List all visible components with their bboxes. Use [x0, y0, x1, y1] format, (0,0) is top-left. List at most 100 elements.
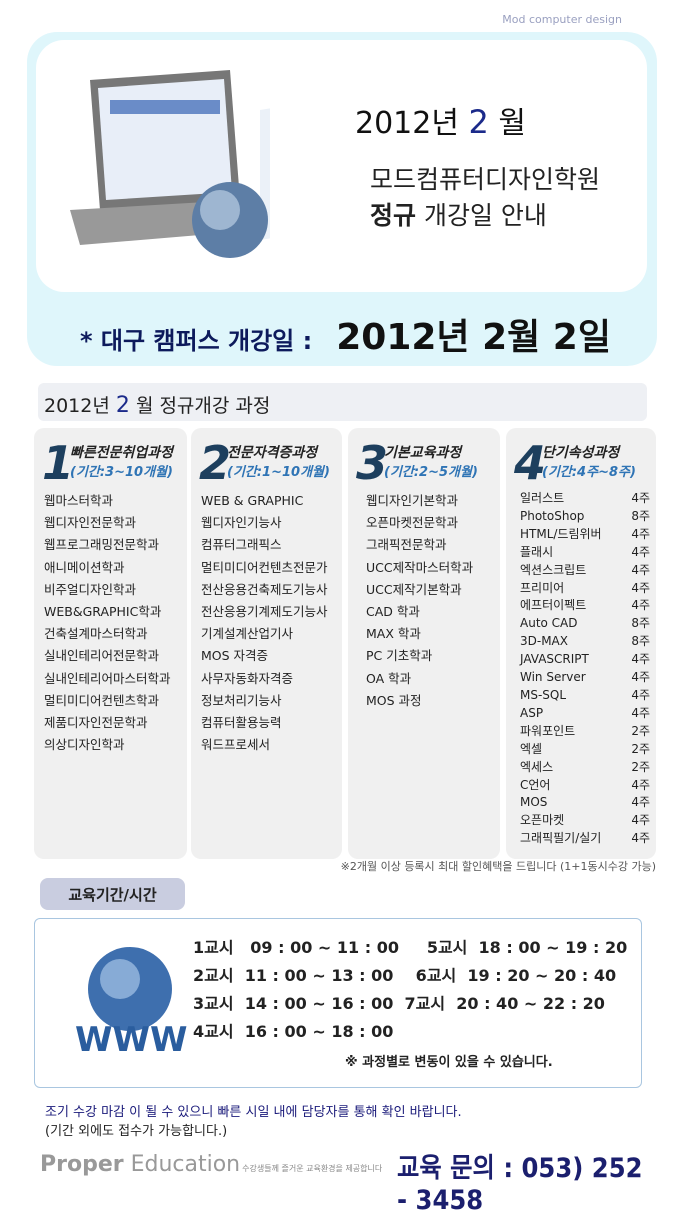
course-item: 프리미어 4주 [520, 580, 650, 598]
course-item: MAX 학과 [366, 626, 421, 642]
course-number: 1 [42, 436, 75, 490]
course-column-4: 4 단기속성과정 (기간:4주~8주) 일러스트 4주 PhotoShop 8주 HTM… [506, 428, 656, 859]
course-item: 3D-MAX 8주 [520, 633, 650, 651]
course-duration: 4주 [631, 670, 650, 685]
course-period: (기간:4주~8주) [542, 465, 636, 480]
course-item: 오픈마켓전문학과 [366, 515, 459, 531]
course-duration: 8주 [631, 616, 650, 631]
schedule-row: 3교시 14 : 00 ~ 16 : 00 7교시 20 : 40 ~ 22 :… [193, 994, 605, 1013]
credit-text: Mod computer design [502, 13, 622, 26]
course-number: 4 [514, 436, 547, 490]
brand-logo: Proper Education 수강생들께 즐거운 교육환경을 제공합니다 [40, 1152, 383, 1177]
course-name: 일러스트 [520, 491, 565, 505]
course-duration: 8주 [631, 634, 650, 649]
course-item: 웹디자인전문학과 [44, 515, 137, 531]
course-name: MOS [520, 795, 548, 810]
course-item: 의상디자인학과 [44, 737, 125, 753]
course-name: 파워포인트 [520, 723, 576, 738]
course-item: WEB & GRAPHIC [201, 493, 304, 508]
course-item: UCC제작마스터학과 [366, 559, 474, 575]
course-item: 컴퓨터활용능력 [201, 715, 282, 731]
course-item: 파워포인트 2주 [520, 723, 650, 741]
www-globe-icon: WWW [75, 947, 188, 1059]
course-column-1: 1 빠른전문취업과정 (기간:3~10개월) 웹마스터학과 웹디자인전문학과 웹프로… [34, 428, 187, 859]
course-name: 3D-MAX [520, 634, 568, 649]
course-duration: 2주 [631, 741, 650, 756]
course-number: 3 [356, 436, 389, 490]
course-title: 기본교육과정 [384, 445, 462, 461]
course-duration: 4주 [631, 598, 650, 613]
course-name: 그래픽필기/실기 [520, 831, 602, 846]
course-column-3: 3 기본교육과정 (기간:2~5개월) 웹디자인기본학과 오픈마켓전문학과 그래픽전… [348, 428, 500, 859]
course-duration: 4주 [631, 562, 650, 577]
course-item: 전산응용건축제도기능사 [201, 581, 328, 597]
schedule-note: ※ 과정별로 변동이 있을 수 있습니다. [345, 1055, 553, 1070]
schedule-row: 2교시 11 : 00 ~ 13 : 00 6교시 19 : 20 ~ 20 :… [193, 966, 617, 985]
course-duration: 4주 [631, 831, 650, 846]
course-item: 일러스트 4주 [520, 490, 650, 508]
course-item: PC 기초학과 [366, 648, 433, 664]
course-duration: 4주 [631, 526, 650, 541]
course-period: (기간:3~10개월) [70, 465, 173, 480]
course-item: C언어 4주 [520, 777, 650, 795]
course-name: 엑세스 [520, 759, 554, 774]
course-item: CAD 학과 [366, 604, 420, 620]
course-name: HTML/드림위버 [520, 526, 602, 541]
course-duration: 4주 [631, 813, 650, 828]
footer-notice-2: (기간 외에도 접수가 가능합니다.) [45, 1124, 228, 1139]
course-item: Auto CAD 8주 [520, 615, 650, 633]
course-item: 웹프로그래밍전문학과 [44, 537, 160, 553]
course-item: 기계설계산업기사 [201, 626, 294, 642]
course-title: 단기속성과정 [542, 445, 620, 461]
course-item: 웹디자인기본학과 [366, 493, 459, 508]
course-name: Win Server [520, 670, 586, 685]
course-name: C언어 [520, 777, 551, 792]
course-item: UCC제작기본학과 [366, 581, 462, 597]
course-name: ASP [520, 705, 544, 720]
course-item: 웹디자인기능사 [201, 515, 282, 531]
course-item: 에프터이펙트 4주 [520, 597, 650, 615]
course-name: PhotoShop [520, 508, 585, 523]
course-name: JAVASCRIPT [520, 652, 589, 667]
course-duration: 2주 [631, 723, 650, 738]
course-item: JAVASCRIPT 4주 [520, 651, 650, 669]
schedule-row: 4교시 16 : 00 ~ 18 : 00 [193, 1022, 394, 1041]
course-duration: 4주 [631, 652, 650, 667]
course-item: 컴퓨터그래픽스 [201, 537, 282, 553]
banner-date-title: 2012년 2 월 [355, 103, 527, 141]
course-number: 2 [199, 436, 232, 490]
course-title: 빠른전문취업과정 [70, 445, 174, 461]
course-name: Auto CAD [520, 616, 578, 631]
course-item: 건축설계마스터학과 [44, 626, 148, 642]
course-item: MOS 자격증 [201, 648, 269, 664]
course-name: 에프터이펙트 [520, 598, 587, 613]
course-name: 엑셀 [520, 741, 543, 756]
section-header: 2012년 2 월 정규개강 과정 [38, 383, 647, 421]
course-item: 엑세스 2주 [520, 759, 650, 777]
laptop-globe-illustration [70, 70, 270, 258]
svg-text:WWW: WWW [75, 1020, 188, 1059]
course-duration: 2주 [631, 759, 650, 774]
course-item: 사무자동화자격증 [201, 670, 294, 686]
course-name: 엑션스크립트 [520, 562, 587, 577]
discount-note: ※2개월 이상 등록시 최대 할인혜택을 드립니다 (1+1동시수강 가능) [340, 860, 656, 873]
course-name: 오픈마켓 [520, 813, 565, 828]
schedule-row: 1교시 09 : 00 ~ 11 : 00 5교시 18 : 00 ~ 19 :… [193, 938, 628, 957]
course-item: 전산응용기계제도기능사 [201, 604, 328, 620]
course-item: 그래픽필기/실기 4주 [520, 830, 650, 848]
course-item: ASP 4주 [520, 705, 650, 723]
course-duration: 4주 [631, 491, 650, 505]
campus-opening-date: * 대구 캠퍼스 개강일 :2012년 2월 2일 [80, 317, 611, 358]
course-item: 멀티미디어컨텐츠전문가 [201, 559, 328, 575]
course-name: MS-SQL [520, 687, 567, 702]
course-item: 실내인테리어전문학과 [44, 648, 160, 664]
course-item: 정보처리기능사 [201, 692, 282, 708]
schedule-label: 교육기간/시간 [40, 878, 185, 910]
course-item: Win Server 4주 [520, 669, 650, 687]
course-item: 멀티미디어컨텐츠학과 [44, 692, 160, 708]
course-title: 전문자격증과정 [227, 445, 318, 461]
course-item: MOS 4주 [520, 794, 650, 812]
school-name: 모드컴퓨터디자인학원 [370, 165, 601, 194]
course-list: 웹디자인기본학과 오픈마켓전문학과 그래픽전문학과 UCC제작마스터학과 UCC제작기본… [366, 490, 473, 712]
